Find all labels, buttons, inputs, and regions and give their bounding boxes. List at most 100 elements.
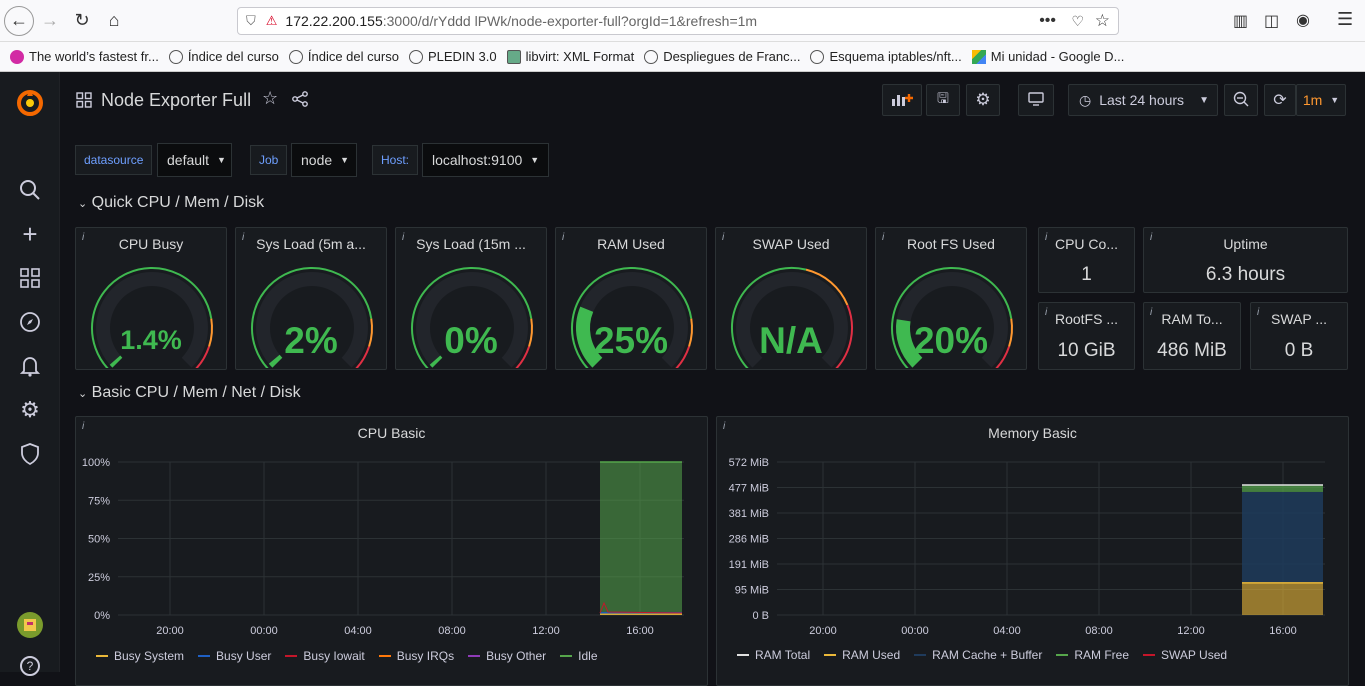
info-icon[interactable]: i [82, 232, 85, 243]
dashboards-icon[interactable] [18, 266, 42, 290]
gauge-arc [91, 267, 213, 368]
datasource-select[interactable]: default ▼ [157, 143, 232, 177]
shield-icon[interactable] [18, 442, 42, 466]
legend-item[interactable]: RAM Used [824, 648, 900, 662]
info-icon[interactable]: i [722, 232, 725, 243]
host-select[interactable]: localhost:9100 ▼ [422, 143, 549, 177]
sidebar-toggle-icon[interactable]: ◫ [1264, 13, 1280, 30]
dashboard-settings-button[interactable]: ⚙ [966, 84, 1000, 116]
account-icon[interactable]: ◉ [1296, 12, 1310, 29]
panel-title: CPU Co... [1054, 236, 1118, 252]
forward-button[interactable]: → [34, 5, 66, 37]
legend-item[interactable]: Busy Other [468, 649, 546, 663]
reload-button[interactable]: ↻ [66, 5, 98, 37]
stat-panel-swap-total[interactable]: i SWAP ... 0 B [1250, 302, 1348, 370]
more-icon[interactable]: ••• [1039, 12, 1056, 29]
memory-basic-chart[interactable]: 572 MiB 477 MiB 381 MiB 286 MiB 191 MiB 95 Mi… [717, 447, 1350, 677]
threshold-orange [368, 318, 373, 347]
compass-icon[interactable] [18, 310, 42, 334]
time-picker-button[interactable]: ◷ Last 24 hours ▼ [1068, 84, 1218, 116]
library-icon[interactable]: ▥ [1233, 13, 1249, 30]
bookmark-item[interactable]: Índice del curso [288, 49, 399, 64]
bookmark-item[interactable]: Índice del curso [168, 49, 279, 64]
tv-mode-button[interactable] [1018, 84, 1054, 116]
legend-item[interactable]: Busy System [96, 649, 184, 663]
legend-item[interactable]: RAM Free [1056, 648, 1129, 662]
info-icon[interactable]: i [402, 232, 405, 243]
info-icon[interactable]: i [82, 421, 85, 432]
legend-swatch [560, 655, 573, 657]
bookmark-star-icon[interactable]: ☆ [1094, 11, 1110, 30]
gauge-panel[interactable]: i CPU Busy 1.4% [75, 227, 227, 370]
gauge-panel[interactable]: i Sys Load (15m ... 0% [395, 227, 547, 370]
legend-swatch [198, 655, 211, 657]
bookmark-item[interactable]: Esquema iptables/nft... [810, 49, 962, 64]
grafana-logo-icon[interactable] [15, 88, 45, 118]
bell-icon[interactable] [18, 354, 42, 378]
refresh-interval-picker[interactable]: 1m ▼ [1296, 84, 1346, 116]
info-icon[interactable]: i [562, 232, 565, 243]
legend-swatch [824, 654, 837, 656]
legend-item[interactable]: Busy Iowait [285, 649, 365, 663]
info-icon[interactable]: i [1150, 232, 1153, 243]
menu-icon[interactable]: ☰ [1337, 9, 1354, 29]
gauge-track [256, 272, 368, 368]
refresh-button[interactable]: ⟳ [1264, 84, 1296, 116]
stat-panel-uptime[interactable]: i Uptime 6.3 hours [1143, 227, 1348, 293]
info-icon[interactable]: i [723, 421, 726, 432]
gauge-panel[interactable]: i Root FS Used 20% [875, 227, 1027, 370]
legend-item[interactable]: Busy User [198, 649, 271, 663]
info-icon[interactable]: i [1257, 307, 1260, 318]
legend-item[interactable]: Idle [560, 649, 598, 663]
job-select[interactable]: node ▼ [291, 143, 357, 177]
row-basic-cpu-mem-net-disk[interactable]: ⌄ Basic CPU / Mem / Net / Disk [78, 384, 301, 401]
legend-item[interactable]: RAM Total [737, 648, 810, 662]
row-quick-cpu-mem-disk[interactable]: ⌄ Quick CPU / Mem / Disk [78, 194, 265, 211]
home-button[interactable]: ⌂ [98, 5, 130, 37]
gauge-value-arc [109, 355, 123, 368]
zoom-out-button[interactable] [1224, 84, 1258, 116]
x-tick-label: 08:00 [1085, 625, 1113, 637]
gauge-value: 20% [913, 320, 989, 361]
graph-panel-memory-basic[interactable]: i Memory Basic 572 MiB 477 MiB 381 MiB 286 … [716, 416, 1349, 686]
stat-panel-cpu-cores[interactable]: i CPU Co... 1 [1038, 227, 1135, 293]
legend-item[interactable]: RAM Cache + Buffer [914, 648, 1042, 662]
gear-icon[interactable]: ⚙ [20, 397, 40, 422]
add-panel-button[interactable] [882, 84, 922, 116]
pocket-icon[interactable]: ♡ [1071, 12, 1084, 29]
info-icon[interactable]: i [1045, 307, 1048, 318]
stat-panel-rootfs-total[interactable]: i RootFS ... 10 GiB [1038, 302, 1135, 370]
bookmark-item[interactable]: libvirt: XML Format [506, 49, 634, 64]
avatar[interactable] [17, 612, 43, 638]
info-icon[interactable]: i [242, 232, 245, 243]
info-icon[interactable]: i [1045, 232, 1048, 243]
dashboard-title[interactable]: Node Exporter Full [101, 90, 252, 110]
stat-panel-ram-total[interactable]: i RAM To... 486 MiB [1143, 302, 1241, 370]
x-tick-label: 20:00 [156, 625, 184, 637]
info-icon[interactable]: i [1150, 307, 1153, 318]
gauge-panel[interactable]: i Sys Load (5m a... 2% [235, 227, 387, 370]
bookmark-item[interactable]: The world’s fastest fr... [10, 49, 159, 64]
save-dashboard-button[interactable]: 🖫 [926, 84, 960, 116]
threshold-green [731, 267, 807, 368]
gauge-panel[interactable]: i SWAP Used N/A [715, 227, 867, 370]
cpu-basic-chart[interactable]: 100% 75% 50% 25% 0% 20:00 00:00 04:00 08:00 12:00… [76, 447, 709, 677]
bookmark-item[interactable]: PLEDIN 3.0 [408, 49, 497, 64]
address-bar[interactable]: ⛉ ⚠ 172.22.200.155:3000/d/rYddd lPWk/nod… [237, 7, 1119, 35]
gauge-value-arc [576, 306, 603, 368]
back-button[interactable]: ← [4, 5, 34, 36]
bookmark-item[interactable]: Despliegues de Franc... [644, 49, 800, 64]
gauge-panel[interactable]: i RAM Used 25% [555, 227, 707, 370]
legend-item[interactable]: SWAP Used [1143, 648, 1227, 662]
share-icon[interactable] [292, 91, 308, 112]
info-icon[interactable]: i [882, 232, 885, 243]
gauge-arc [731, 267, 853, 368]
gauge-value: 1.4% [120, 325, 182, 355]
graph-panel-cpu-basic[interactable]: i CPU Basic 100% 75% 50% 25% 0% 20:00 00:00 04:… [75, 416, 708, 686]
star-icon[interactable]: ☆ [262, 88, 279, 108]
help-icon[interactable]: ? [20, 656, 40, 676]
bookmark-item[interactable]: Mi unidad - Google D... [971, 49, 1124, 64]
search-icon[interactable] [18, 178, 42, 202]
plus-icon[interactable]: + [22, 218, 38, 249]
legend-item[interactable]: Busy IRQs [378, 649, 454, 663]
